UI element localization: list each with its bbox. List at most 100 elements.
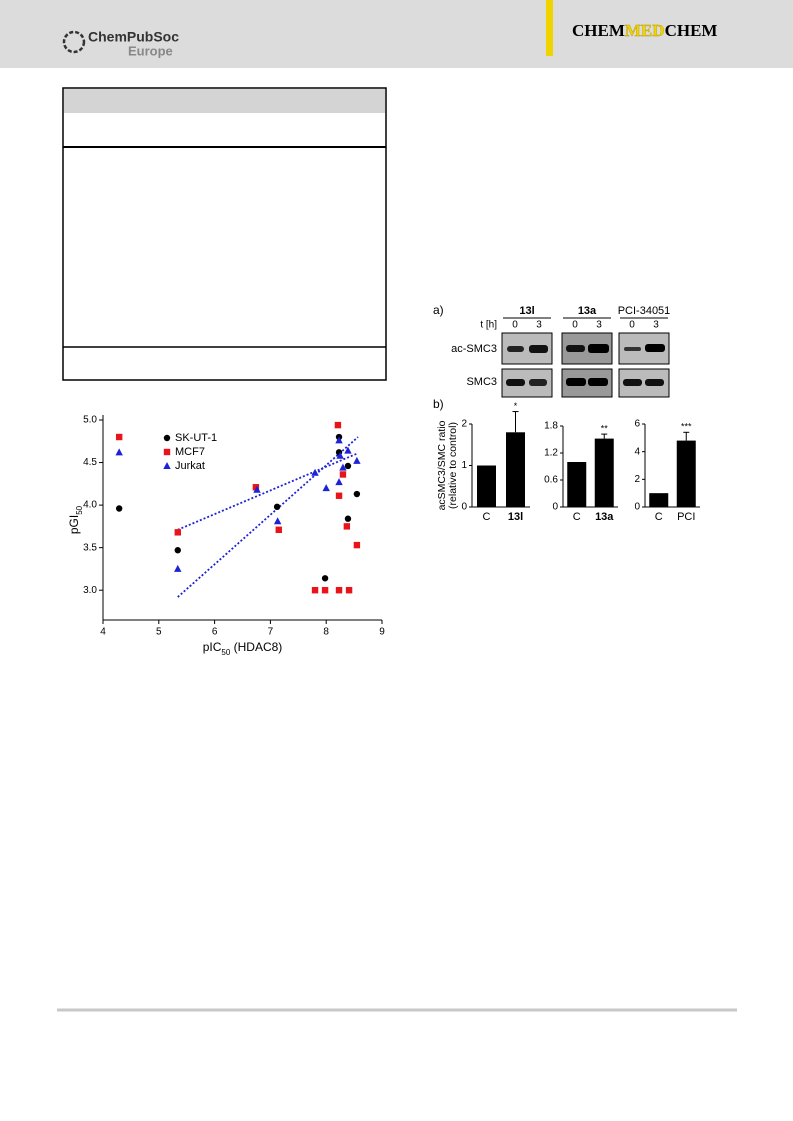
bar [594, 438, 614, 507]
y-tick-label: 1.8 [544, 421, 558, 432]
legend-marker [163, 462, 171, 469]
point [353, 456, 361, 464]
journal-bar [546, 0, 553, 56]
legend-marker [163, 448, 171, 456]
point [345, 587, 353, 594]
point [311, 587, 319, 594]
bar [649, 493, 669, 507]
point [335, 478, 343, 486]
point [344, 462, 352, 470]
y-tick-label: 4 [634, 446, 640, 457]
compound-label: 13a [578, 305, 597, 317]
header-band [0, 0, 793, 68]
publisher-name: ChemPubSoc [88, 29, 179, 45]
legend-label: SK-UT-1 [175, 432, 217, 444]
panel-label: b) [433, 397, 444, 411]
row-label: ac-SMC3 [451, 343, 497, 355]
x-tick-label: C [655, 511, 663, 523]
trend-line [177, 436, 359, 598]
point [275, 526, 282, 533]
time-label: t [h] [480, 320, 497, 331]
y-tick-label: 1.2 [544, 448, 558, 459]
label-part: 50 [75, 505, 84, 514]
time-point: 0 [572, 320, 578, 331]
point [273, 517, 282, 525]
time-point: 3 [536, 320, 542, 331]
x-tick-label: 6 [212, 627, 218, 638]
x-tick-label: 8 [323, 627, 329, 638]
label-part: pGI [67, 515, 81, 534]
blots [501, 332, 670, 398]
x-tick-label: 13a [595, 511, 614, 523]
point [174, 529, 181, 536]
journal-part: MED [625, 21, 665, 40]
point [115, 433, 123, 441]
y-tick-label: 1 [461, 460, 467, 471]
y-tick-label: 3.0 [83, 585, 97, 596]
time-point: 3 [596, 320, 602, 331]
y-tick-label: 0 [552, 502, 558, 513]
legend-marker [163, 434, 171, 442]
x-tick-label: PCI [677, 511, 695, 523]
legend-label: MCF7 [175, 446, 205, 458]
point [311, 468, 319, 476]
y-axis-label: pGI50 [67, 505, 83, 534]
publisher-logo [62, 30, 86, 54]
compound-label: PCI-34051 [618, 305, 671, 317]
x-tick-label: 4 [100, 627, 106, 638]
point [174, 564, 182, 572]
point [343, 523, 351, 530]
x-tick-label: 9 [379, 627, 385, 638]
y-tick-label: 4.0 [83, 500, 97, 511]
y-tick-label: 2 [461, 419, 467, 430]
y-tick-label: 2 [634, 474, 640, 485]
point [335, 436, 343, 444]
trend-line [177, 452, 359, 531]
y-axis-label: (relative to control) [447, 422, 459, 509]
journal-logo: CHEMMEDCHEM [572, 21, 717, 40]
x-tick-label: 13l [508, 511, 523, 523]
point [353, 541, 361, 549]
point [174, 547, 181, 554]
bar [567, 462, 587, 507]
journal-part: CHEM [572, 21, 625, 40]
point [344, 446, 352, 454]
point [273, 503, 281, 511]
journal-part: CHEM [665, 21, 718, 40]
time-point: 0 [512, 320, 518, 331]
label-part: 50 [221, 648, 230, 657]
time-point: 3 [653, 320, 659, 331]
point [321, 587, 329, 594]
row-label: SMC3 [466, 376, 497, 388]
point [253, 485, 261, 493]
x-tick-label: C [483, 511, 491, 523]
label-part: (HDAC8) [230, 640, 282, 654]
y-tick-label: 0 [634, 502, 640, 513]
y-tick-label: 4.5 [83, 457, 97, 468]
point [344, 515, 352, 522]
y-tick-label: 0.6 [544, 475, 558, 486]
label-part: pIC [203, 640, 222, 654]
point [335, 587, 343, 594]
y-tick-label: 0 [461, 502, 467, 513]
bar [477, 465, 496, 507]
legend-label: Jurkat [175, 460, 205, 472]
point [115, 505, 123, 512]
y-tick-label: 3.5 [83, 542, 97, 553]
publisher-region: Europe [128, 43, 173, 58]
point [334, 421, 342, 429]
x-axis-label: pIC50 (HDAC8) [203, 640, 283, 656]
point [353, 490, 361, 498]
x-tick-label: 7 [268, 627, 274, 638]
bar [676, 440, 696, 507]
point [339, 463, 347, 471]
table-frame [62, 87, 387, 381]
bar [506, 432, 525, 507]
table-header-row [64, 89, 385, 113]
compound-label: 13l [519, 305, 534, 317]
point [335, 492, 343, 499]
significance: * [514, 401, 518, 411]
point [339, 471, 347, 478]
significance: *** [681, 422, 692, 432]
